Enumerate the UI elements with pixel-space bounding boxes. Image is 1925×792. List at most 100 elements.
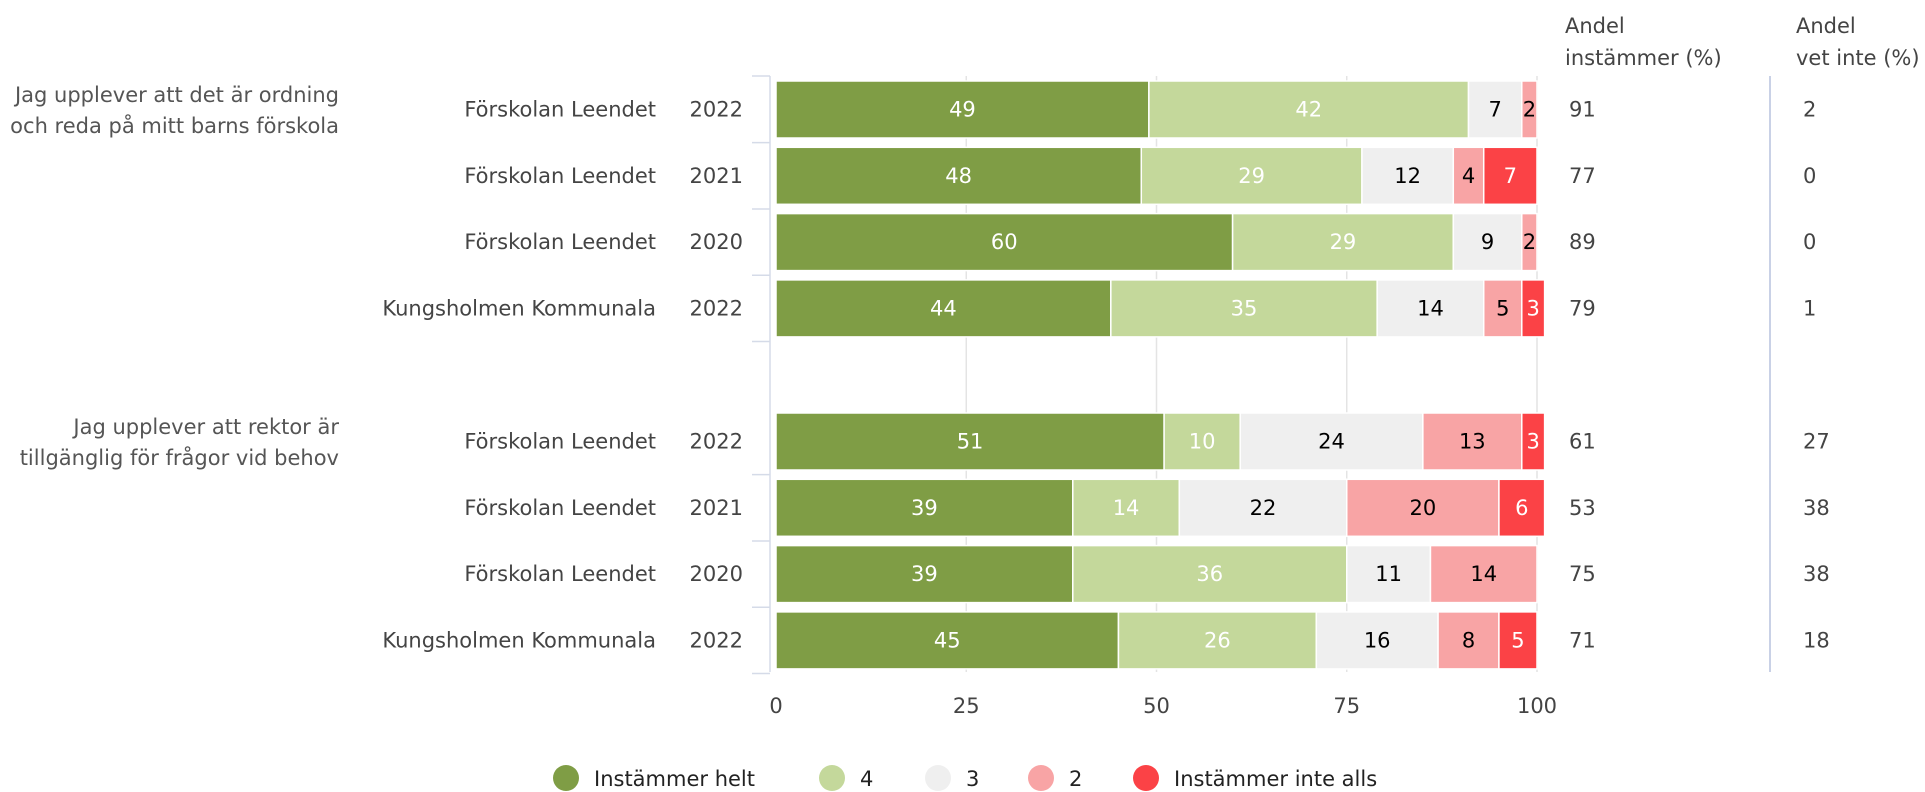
bar-segment <box>1498 611 1538 670</box>
x-tick-label: 25 <box>953 694 980 718</box>
bar-segment <box>1239 412 1424 471</box>
bar-value-label: 60 <box>991 230 1018 254</box>
bar-segment <box>1521 412 1546 471</box>
x-tick-label: 50 <box>1143 694 1170 718</box>
row-school-label: Förskolan Leendet <box>464 562 656 586</box>
row-school-label: Kungsholmen Kommunala <box>382 628 656 652</box>
bar-value-label: 14 <box>1470 562 1497 586</box>
agree-value: 53 <box>1569 496 1596 520</box>
bar-segment <box>1422 412 1523 471</box>
row-school-label: Förskolan Leendet <box>464 98 656 122</box>
bar-segment <box>1315 611 1439 670</box>
row-year-label: 2022 <box>690 430 743 454</box>
row-year-label: 2021 <box>690 496 743 520</box>
row-year-label: 2022 <box>690 98 743 122</box>
bar-value-label: 11 <box>1375 562 1402 586</box>
bar-value-label: 36 <box>1196 562 1223 586</box>
bar-segment <box>775 611 1120 670</box>
agree-value: 77 <box>1569 164 1596 188</box>
bar-value-label: 8 <box>1462 628 1475 652</box>
bar-segment <box>775 146 1143 206</box>
bar-value-label: 35 <box>1231 296 1258 320</box>
bar-value-label: 39 <box>911 562 938 586</box>
bar-value-label: 26 <box>1204 628 1231 652</box>
x-tick-label: 100 <box>1517 694 1557 718</box>
bar-segment <box>775 412 1165 471</box>
bar-segment <box>1178 478 1348 538</box>
row-year-label: 2020 <box>690 562 743 586</box>
bar-value-label: 48 <box>945 164 972 188</box>
bar-segment <box>1072 544 1348 604</box>
bar-value-label: 22 <box>1250 496 1277 520</box>
bar-value-label: 24 <box>1318 430 1345 454</box>
dontknow-value: 38 <box>1803 562 1830 586</box>
agree-value: 61 <box>1569 430 1596 454</box>
bar-segment <box>775 80 1150 139</box>
bar-value-label: 5 <box>1511 628 1524 652</box>
bar-segment <box>1521 80 1538 139</box>
legend-label: Instämmer helt <box>594 767 755 791</box>
bar-segment <box>1521 279 1546 338</box>
row-school-label: Förskolan Leendet <box>464 496 656 520</box>
agree-value: 71 <box>1569 628 1596 652</box>
bar-value-label: 49 <box>949 98 976 122</box>
legend-swatch <box>1133 765 1159 791</box>
bar-value-label: 29 <box>1238 164 1265 188</box>
bar-value-label: 42 <box>1295 98 1322 122</box>
dontknow-header-line2: vet inte (%) <box>1796 46 1920 70</box>
agree-value: 79 <box>1569 296 1596 320</box>
bar-value-label: 51 <box>957 430 984 454</box>
bar-value-label: 7 <box>1504 164 1517 188</box>
bar-value-label: 20 <box>1409 496 1436 520</box>
question-label: Jag upplever att rektor är <box>71 415 339 439</box>
bar-segment <box>1346 544 1432 604</box>
question-label: tillgänglig för frågor vid behov <box>20 445 339 470</box>
legend-swatch <box>925 765 951 791</box>
bar-segment <box>1163 412 1241 471</box>
legend-label: 2 <box>1069 767 1082 791</box>
bar-value-label: 39 <box>911 496 938 520</box>
bar-segment <box>1498 478 1546 538</box>
bar-segment <box>1117 611 1318 670</box>
bar-value-label: 3 <box>1527 296 1540 320</box>
bar-segment <box>1482 146 1538 206</box>
bar-value-label: 7 <box>1488 98 1501 122</box>
agree-header-line2: instämmer (%) <box>1565 46 1722 70</box>
bar-value-label: 29 <box>1330 230 1357 254</box>
bar-value-label: 2 <box>1523 230 1536 254</box>
legend-label: Instämmer inte alls <box>1174 767 1377 791</box>
bar-segment <box>775 478 1074 538</box>
row-school-label: Förskolan Leendet <box>464 430 656 454</box>
x-tick-label: 75 <box>1333 694 1360 718</box>
legend-swatch <box>819 765 845 791</box>
bar-segment <box>1072 478 1181 538</box>
legend-swatch <box>553 765 579 791</box>
x-tick-label: 0 <box>769 694 782 718</box>
agree-value: 75 <box>1569 562 1596 586</box>
bar-value-label: 44 <box>930 296 957 320</box>
question-label: och reda på mitt barns förskola <box>10 113 339 138</box>
bar-segment <box>1429 544 1538 604</box>
row-year-label: 2022 <box>690 628 743 652</box>
agree-value: 91 <box>1569 98 1596 122</box>
bar-value-label: 12 <box>1394 164 1421 188</box>
bar-segment <box>1361 146 1455 206</box>
row-school-label: Förskolan Leendet <box>464 230 656 254</box>
bar-value-label: 4 <box>1462 164 1475 188</box>
bar-value-label: 6 <box>1515 496 1528 520</box>
row-year-label: 2020 <box>690 230 743 254</box>
row-year-label: 2022 <box>690 296 743 320</box>
bar-segment <box>1231 212 1455 272</box>
legend-label: 3 <box>966 767 979 791</box>
legend-swatch <box>1028 765 1054 791</box>
dontknow-value: 2 <box>1803 98 1816 122</box>
bar-segment <box>775 544 1074 604</box>
bar-segment <box>1437 611 1500 670</box>
dontknow-value: 0 <box>1803 164 1816 188</box>
question-label: Jag upplever att det är ordning <box>13 83 339 107</box>
bar-value-label: 5 <box>1496 296 1509 320</box>
bar-value-label: 14 <box>1113 496 1140 520</box>
row-year-label: 2021 <box>690 164 743 188</box>
bar-value-label: 45 <box>934 628 961 652</box>
